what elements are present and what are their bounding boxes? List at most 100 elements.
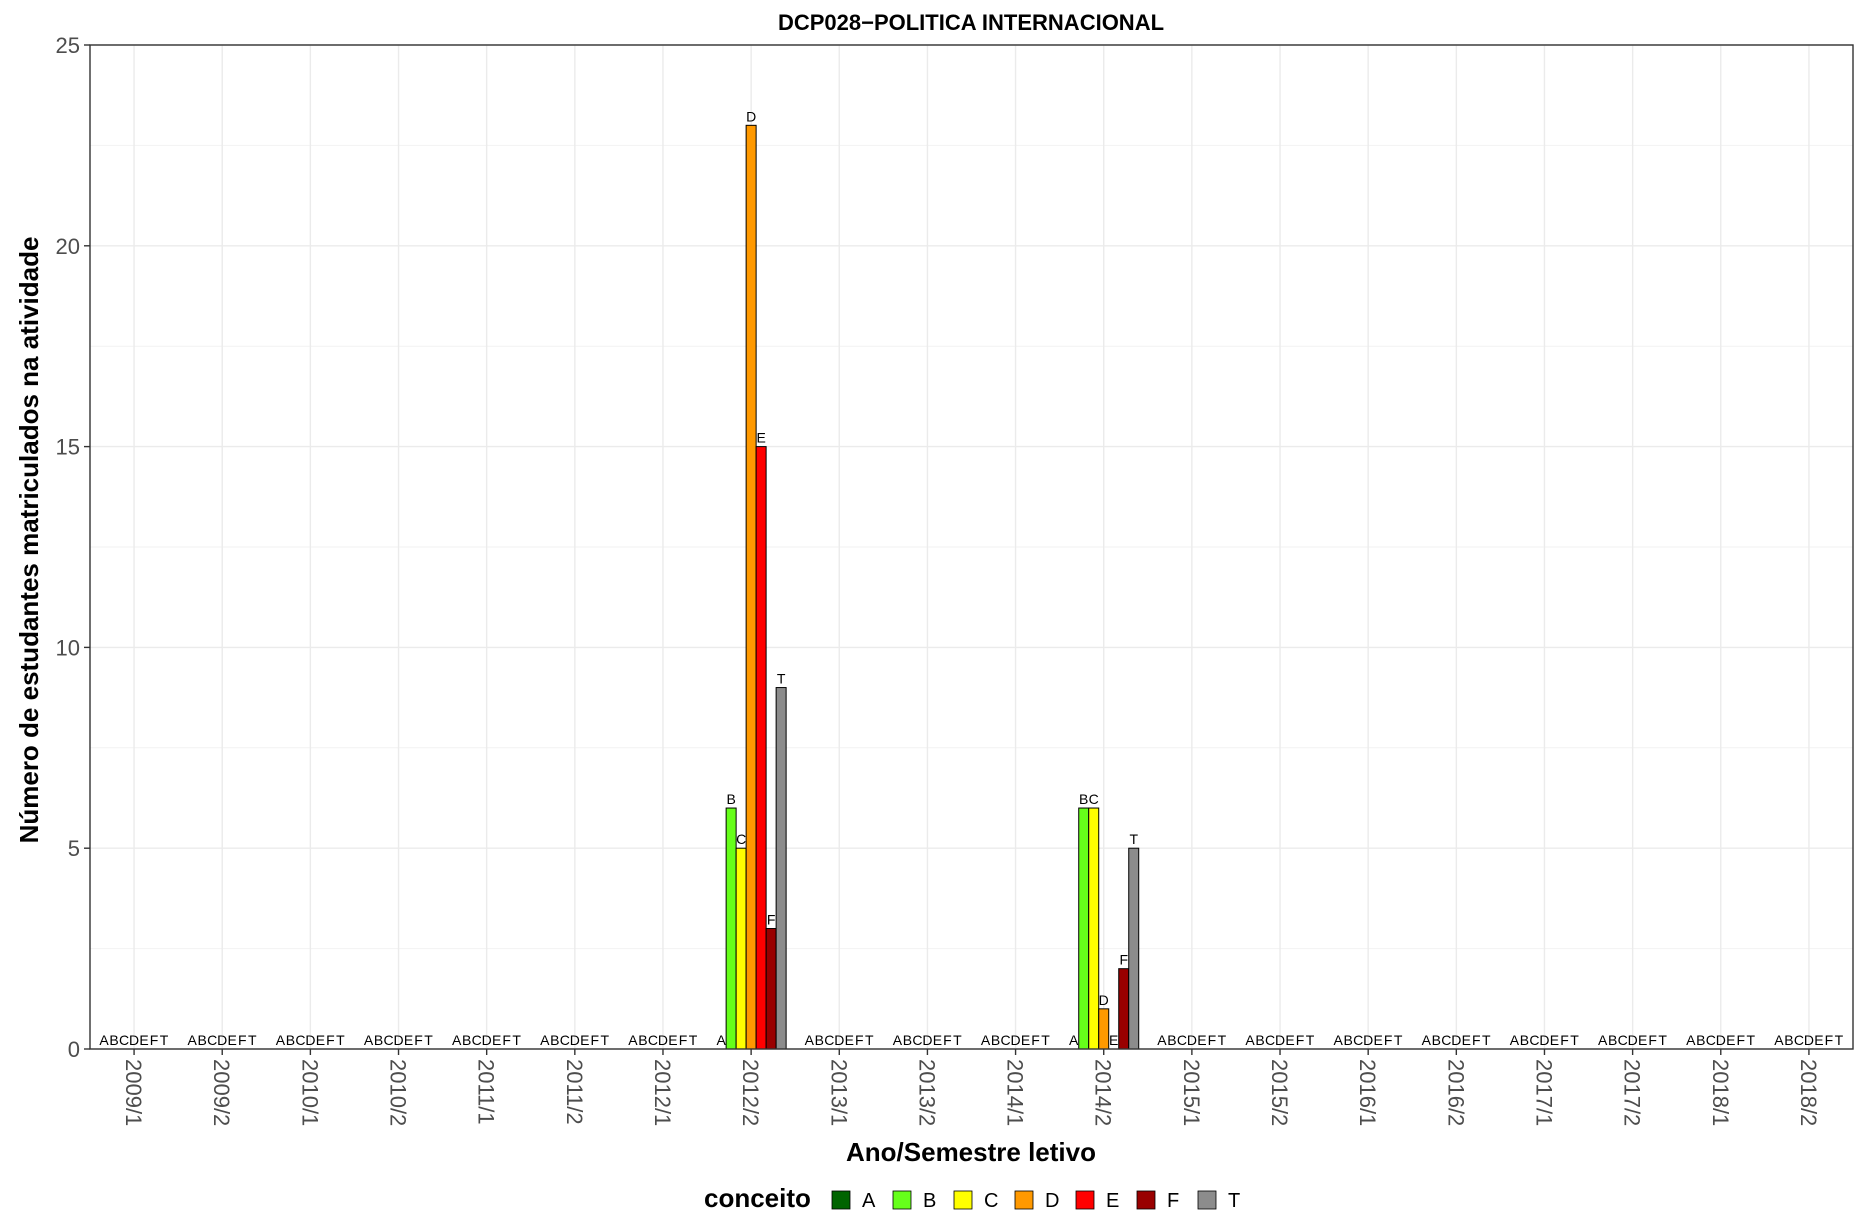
bar-label: C (207, 1032, 217, 1048)
bar-label: D (834, 1032, 844, 1048)
y-tick-label: 25 (56, 33, 80, 58)
bar-label: D (1628, 1032, 1638, 1048)
bar-label: B (1608, 1032, 1617, 1048)
bar-label: D (658, 1032, 668, 1048)
bar-label: F (1560, 1032, 1569, 1048)
bar-label: B (815, 1032, 824, 1048)
bar-label: F (1119, 952, 1128, 968)
bar-C-2014/2 (1088, 807, 1100, 1050)
bar-label: D (129, 1032, 139, 1048)
bar-label: E (580, 1032, 589, 1048)
bar-label: C (1089, 791, 1099, 807)
bar-label: T (248, 1032, 257, 1048)
x-tick-label: 2013/2 (914, 1059, 939, 1126)
bar-label: B (1520, 1032, 1529, 1048)
bar-label: B (1696, 1032, 1705, 1048)
bar-label: B (903, 1032, 912, 1048)
x-tick-label: 2016/2 (1443, 1059, 1468, 1126)
bar-label: C (1177, 1032, 1187, 1048)
bar-label: T (1482, 1032, 1491, 1048)
bar-label: A (1334, 1032, 1344, 1048)
x-tick-label: 2011/1 (474, 1059, 499, 1125)
bar-B-2012/2 (725, 807, 737, 1050)
bar-label: F (591, 1032, 600, 1048)
x-tick-label: 2010/2 (386, 1059, 411, 1126)
bar-label: F (1825, 1032, 1834, 1048)
bar-label: T (512, 1032, 521, 1048)
bar-label: E (1638, 1032, 1647, 1048)
x-tick-label: 2009/2 (209, 1059, 234, 1126)
bar-label: B (462, 1032, 471, 1048)
bar-label: E (668, 1032, 677, 1048)
bar-E-2012/2 (755, 446, 767, 1050)
y-tick-label: 20 (56, 234, 80, 259)
y-tick-label: 15 (56, 435, 80, 460)
bar-label: B (286, 1032, 295, 1048)
bar-label: D (922, 1032, 932, 1048)
bar-label: E (316, 1032, 325, 1048)
x-tick-label: 2010/1 (297, 1059, 322, 1126)
bar-label: A (1157, 1032, 1167, 1048)
bar-label: F (414, 1032, 423, 1048)
x-tick-label: 2018/2 (1796, 1059, 1821, 1126)
bar-label: A (1774, 1032, 1784, 1048)
bar-label: T (1835, 1032, 1844, 1048)
bar-F-2012/2 (765, 928, 777, 1050)
bar-label: F (679, 1032, 688, 1048)
bar-label: B (991, 1032, 1000, 1048)
bar-label: T (160, 1032, 169, 1048)
legend-label: D (1045, 1190, 1059, 1212)
bar-label: E (1462, 1032, 1471, 1048)
bar-label: E (228, 1032, 237, 1048)
bar-label: F (150, 1032, 159, 1048)
bar-label: D (1539, 1032, 1549, 1048)
bar-label: C (1441, 1032, 1451, 1048)
bar-F-2014/2 (1118, 968, 1130, 1050)
bar-label: E (933, 1032, 942, 1048)
bar-label: F (943, 1032, 952, 1048)
bar-label: B (1079, 791, 1088, 807)
bar-label: D (482, 1032, 492, 1048)
bar-label: C (1706, 1032, 1716, 1048)
bar-label: F (855, 1032, 864, 1048)
bar-label: B (374, 1032, 383, 1048)
bar-label: B (198, 1032, 207, 1048)
bar-label: C (1353, 1032, 1363, 1048)
bar-label: E (845, 1032, 854, 1048)
legend-key-C (953, 1190, 973, 1210)
bar-label: A (1598, 1032, 1608, 1048)
bar-label: T (601, 1032, 610, 1048)
bar-label: D (1099, 992, 1109, 1008)
bar-label: D (393, 1032, 403, 1048)
bar-label: D (1187, 1032, 1197, 1048)
bar-label: D (1804, 1032, 1814, 1048)
bar-label: D (305, 1032, 315, 1048)
bar-label: T (1570, 1032, 1579, 1048)
bar-label: F (1736, 1032, 1745, 1048)
bar-label: T (1394, 1032, 1403, 1048)
bar-label: F (1031, 1032, 1040, 1048)
bar-label: A (452, 1032, 462, 1048)
bar-label: A (1245, 1032, 1255, 1048)
bar-label: A (716, 1032, 726, 1048)
bar-label: T (865, 1032, 874, 1048)
bar-label: C (119, 1032, 129, 1048)
legend-label: B (923, 1190, 936, 1212)
bar-label: A (1686, 1032, 1696, 1048)
bar-label: T (1306, 1032, 1315, 1048)
bar-label: T (953, 1032, 962, 1048)
bar-label: C (383, 1032, 393, 1048)
bar-label: A (540, 1032, 550, 1048)
y-axis-title: Número de estudantes matriculados na ati… (14, 237, 44, 844)
bar-T-2012/2 (775, 687, 787, 1050)
bar-label: C (1001, 1032, 1011, 1048)
bar-label: B (1167, 1032, 1176, 1048)
bar-label: T (689, 1032, 698, 1048)
bar-label: T (1218, 1032, 1227, 1048)
bar-B-2014/2 (1078, 807, 1090, 1050)
bar-label: E (1197, 1032, 1206, 1048)
legend-key-E (1075, 1190, 1095, 1210)
chart-title: DCP028−POLITICA INTERNACIONAL (778, 10, 1164, 35)
bar-label: B (109, 1032, 118, 1048)
